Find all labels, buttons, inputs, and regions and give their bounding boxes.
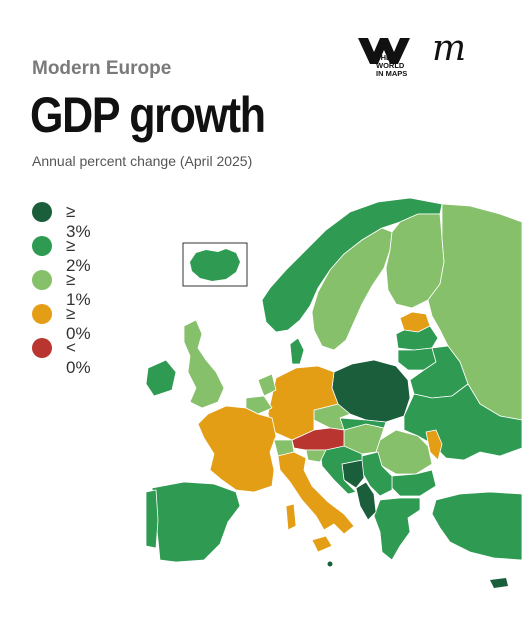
region-montenegro-albania	[355, 481, 377, 521]
legend-swatch	[32, 338, 52, 358]
region-uk	[183, 319, 225, 409]
region-latvia	[395, 325, 439, 351]
legend-swatch	[32, 236, 52, 256]
region-portugal	[145, 489, 159, 549]
region-iceland	[190, 249, 240, 281]
wm-logo-icon	[358, 38, 410, 64]
logo-wordmark: THE WORLD IN MAPS	[376, 54, 407, 78]
region-austria	[291, 427, 345, 451]
legend-label: < 0%	[66, 338, 91, 377]
legend-swatch	[32, 304, 52, 324]
region-france	[197, 405, 277, 493]
region-sicily	[311, 535, 333, 553]
legend-label: ≥ 2%	[66, 236, 91, 275]
script-m-logo: m	[432, 30, 466, 69]
region-denmark	[289, 337, 305, 365]
region-sardinia	[285, 503, 297, 531]
region-moldova	[425, 429, 443, 461]
page-subtitle: Annual percent change (April 2025)	[32, 153, 253, 169]
region-turkey	[431, 491, 522, 561]
legend-label: ≥ 1%	[66, 270, 91, 309]
page-title: GDP growth	[30, 87, 266, 143]
logo-line-1: THE	[376, 53, 391, 62]
kicker-label: Modern Europe	[32, 58, 172, 79]
region-czechia	[313, 403, 351, 431]
region-belgium	[245, 395, 273, 415]
region-sweden	[311, 227, 393, 351]
region-greece	[373, 497, 421, 561]
world-in-maps-logo: m	[358, 30, 466, 69]
region-malta	[327, 561, 333, 567]
legend-label: ≥ 3%	[66, 202, 91, 241]
region-serbia	[361, 451, 393, 497]
logo-line-2: WORLD	[376, 61, 405, 70]
region-slovenia	[305, 449, 327, 463]
region-spain	[151, 481, 241, 563]
region-cyprus	[490, 578, 508, 588]
logo-line-3: IN MAPS	[376, 69, 408, 78]
region-ireland	[145, 359, 177, 397]
legend-swatch	[32, 270, 52, 290]
region-netherlands	[257, 373, 277, 397]
legend-label: ≥ 0%	[66, 304, 91, 343]
region-bulgaria	[391, 469, 437, 497]
iceland-inset-frame	[182, 242, 248, 287]
legend-swatch	[32, 202, 52, 222]
region-italy	[277, 451, 355, 535]
